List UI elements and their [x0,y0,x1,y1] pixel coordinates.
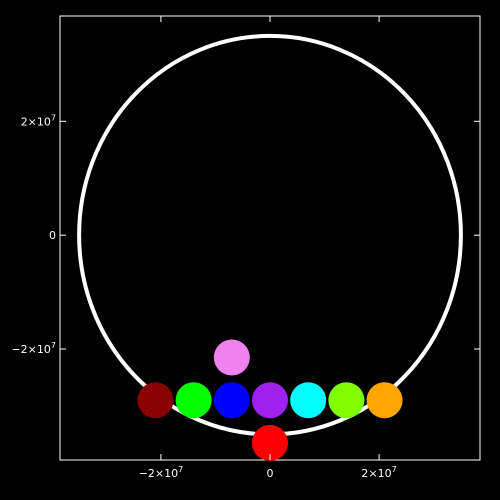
y-tick-label: 2×107 [21,113,56,128]
scatter-point-7 [366,382,403,419]
scatter-point-9 [252,424,288,461]
scatter-point-2 [175,382,212,419]
scatter-point-5 [290,382,327,419]
y-tick-label: −2×107 [11,341,56,356]
ring-circle [77,33,463,437]
scatter-point-4 [252,382,288,419]
x-tick-label: 0 [267,467,274,480]
y-tick-label: 0 [49,229,56,242]
plot-marks [77,33,463,461]
x-tick-label: −2×107 [139,465,184,480]
axis-ticks: −2×107 0 2×107 2×107 0 −2×107 [11,16,480,480]
scatter-point-1 [137,382,174,419]
scatter-point-3 [213,382,250,419]
scatter-point-8 [213,339,250,376]
scatter-point-6 [328,382,365,419]
x-tick-label: 2×107 [361,465,396,480]
